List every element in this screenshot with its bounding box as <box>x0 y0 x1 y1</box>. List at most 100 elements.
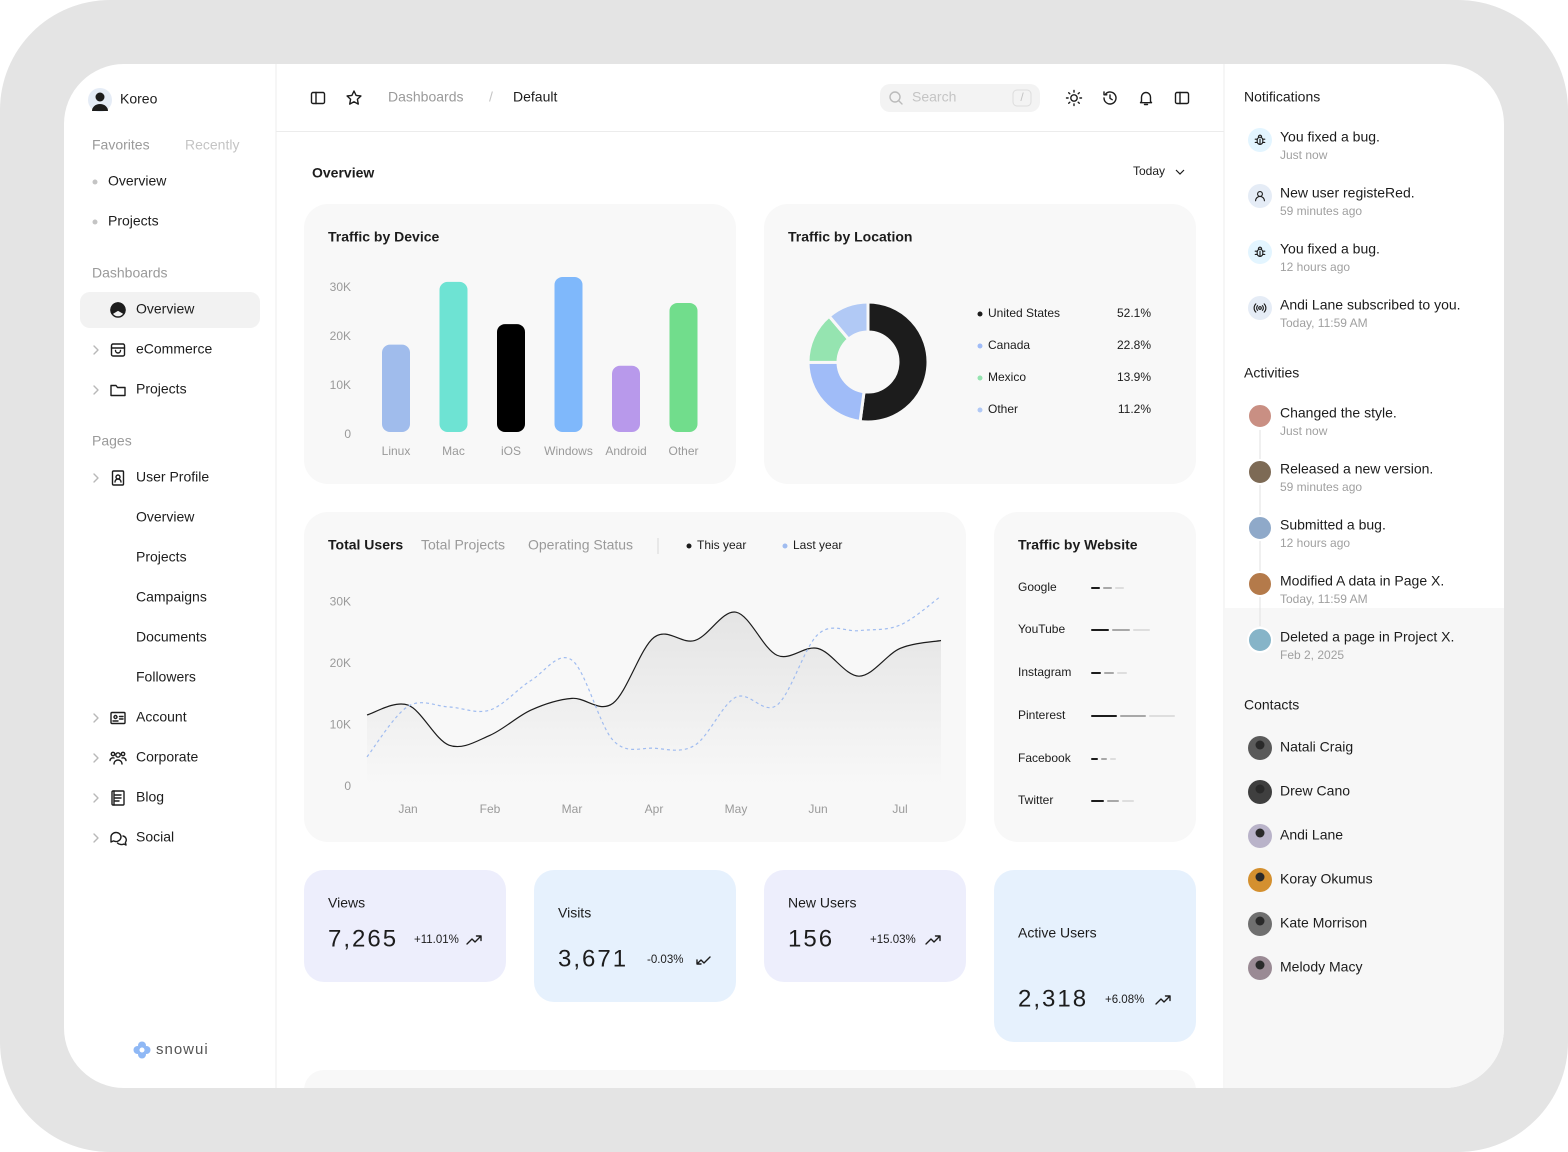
bar-segment <box>1091 800 1104 802</box>
nav-selected[interactable] <box>80 292 260 328</box>
activity-text[interactable]: Submitted a bug. <box>1280 517 1386 533</box>
legend-dot <box>977 407 983 413</box>
stat-card <box>534 870 736 1002</box>
notification-time: Today, 11:59 AM <box>1280 316 1368 330</box>
line-area <box>367 612 941 787</box>
contact-avatar <box>1255 784 1265 794</box>
bar-segment <box>1133 629 1150 631</box>
activity-time: Just now <box>1280 424 1328 438</box>
breadcrumb[interactable]: Dashboards <box>388 89 464 105</box>
notification-time: 12 hours ago <box>1280 260 1350 274</box>
notification-text[interactable]: You fixed a bug. <box>1280 129 1380 145</box>
x-tick-label: Mac <box>442 444 465 458</box>
avatar <box>92 104 108 111</box>
nav-item[interactable]: Overview <box>108 173 167 189</box>
bullet <box>92 219 98 225</box>
notification-text[interactable]: Andi Lane subscribed to you. <box>1280 297 1461 313</box>
legend-label: Mexico <box>988 370 1026 384</box>
legend-label: United States <box>988 306 1060 320</box>
category-label: YouTube <box>1018 622 1065 636</box>
pie-slice <box>858 300 930 424</box>
legend-label: This year <box>697 538 746 552</box>
contact-avatar <box>1255 916 1265 926</box>
nav-item[interactable]: Account <box>136 709 187 725</box>
category-label: Instagram <box>1018 665 1071 679</box>
bar-segment <box>1091 672 1101 674</box>
tab[interactable]: Recently <box>185 137 239 153</box>
chart-title: Traffic by Website <box>1018 537 1138 553</box>
stat-change: +6.08% <box>1105 994 1144 1006</box>
activity-avatar <box>1247 459 1273 485</box>
activity-text[interactable]: Modified A data in Page X. <box>1280 573 1444 589</box>
nav-item[interactable]: Overview <box>136 301 195 317</box>
legend-dot <box>782 543 788 549</box>
search-box[interactable] <box>880 84 1040 112</box>
contact-name[interactable]: Drew Cano <box>1280 783 1350 799</box>
chart-title: Traffic by Location <box>788 229 912 245</box>
stat-card <box>304 870 506 982</box>
data-label: 52.1% <box>1117 306 1151 320</box>
legend-dot <box>977 343 983 349</box>
activity-avatar <box>1247 515 1273 541</box>
category-label: Twitter <box>1018 793 1053 807</box>
activity-time: 59 minutes ago <box>1280 480 1362 494</box>
range-select[interactable]: Today <box>1133 164 1165 178</box>
stat-label: New Users <box>788 895 856 911</box>
activity-text[interactable]: Changed the style. <box>1280 405 1397 421</box>
nav-item[interactable]: Projects <box>108 213 159 229</box>
notification-time: Just now <box>1280 148 1328 162</box>
card <box>994 512 1196 842</box>
nav-item[interactable]: Documents <box>136 629 207 645</box>
contact-name[interactable]: Kate Morrison <box>1280 915 1367 931</box>
x-tick-label: Jun <box>808 802 827 816</box>
contact-name[interactable]: Andi Lane <box>1280 827 1343 843</box>
contact-avatar <box>1255 740 1265 750</box>
bar-segment <box>1115 587 1124 589</box>
bar <box>612 365 640 432</box>
nav-item[interactable]: Corporate <box>136 749 198 765</box>
section-heading: Dashboards <box>92 265 168 281</box>
card <box>304 1070 1196 1088</box>
nav-item[interactable]: Social <box>136 829 174 845</box>
contact-avatar <box>1255 960 1265 970</box>
nav-item[interactable]: Followers <box>136 669 196 685</box>
x-tick-label: May <box>725 802 748 816</box>
activity-avatar <box>1247 403 1273 429</box>
panel-content <box>304 608 1504 1088</box>
nav-item[interactable]: Overview <box>136 509 195 525</box>
section-heading: Pages <box>92 433 132 449</box>
activity-avatar <box>1247 571 1273 597</box>
activity-text[interactable]: Deleted a page in Project X. <box>1280 629 1454 645</box>
pie-slice <box>827 300 870 341</box>
contact-name[interactable]: Natali Craig <box>1280 739 1353 755</box>
avatar <box>95 92 105 102</box>
chart-title: Total Users <box>328 537 403 553</box>
nav-item[interactable]: Campaigns <box>136 589 207 605</box>
bar-segment <box>1101 758 1107 760</box>
nav-item[interactable]: eCommerce <box>136 341 212 357</box>
tab[interactable]: Operating Status <box>528 537 633 553</box>
legend-label: Other <box>988 402 1018 416</box>
contact-name[interactable]: Melody Macy <box>1280 959 1362 975</box>
nav-item[interactable]: User Profile <box>136 469 209 485</box>
x-tick-label: Linux <box>382 444 411 458</box>
activity-text[interactable]: Released a new version. <box>1280 461 1433 477</box>
panel-heading: Notifications <box>1244 89 1320 105</box>
bar-segment <box>1091 629 1109 631</box>
tab[interactable]: Favorites <box>92 137 150 153</box>
notification-text[interactable]: New user registeRed. <box>1280 185 1415 201</box>
legend-dot <box>977 375 983 381</box>
data-label: 13.9% <box>1117 370 1151 384</box>
tab[interactable]: Total Projects <box>421 537 505 553</box>
bar-segment <box>1117 672 1127 674</box>
nav-item[interactable]: Projects <box>136 549 187 565</box>
activity-time: Today, 11:59 AM <box>1280 592 1368 606</box>
notification-text[interactable]: You fixed a bug. <box>1280 241 1380 257</box>
dropdown-chevron[interactable] <box>1175 169 1185 175</box>
nav-item[interactable]: Blog <box>136 789 164 805</box>
brand-name: Koreo <box>120 91 158 107</box>
stat-change: +11.01% <box>414 934 459 946</box>
nav-item[interactable]: Projects <box>136 381 187 397</box>
contact-name[interactable]: Koray Okumus <box>1280 871 1373 887</box>
